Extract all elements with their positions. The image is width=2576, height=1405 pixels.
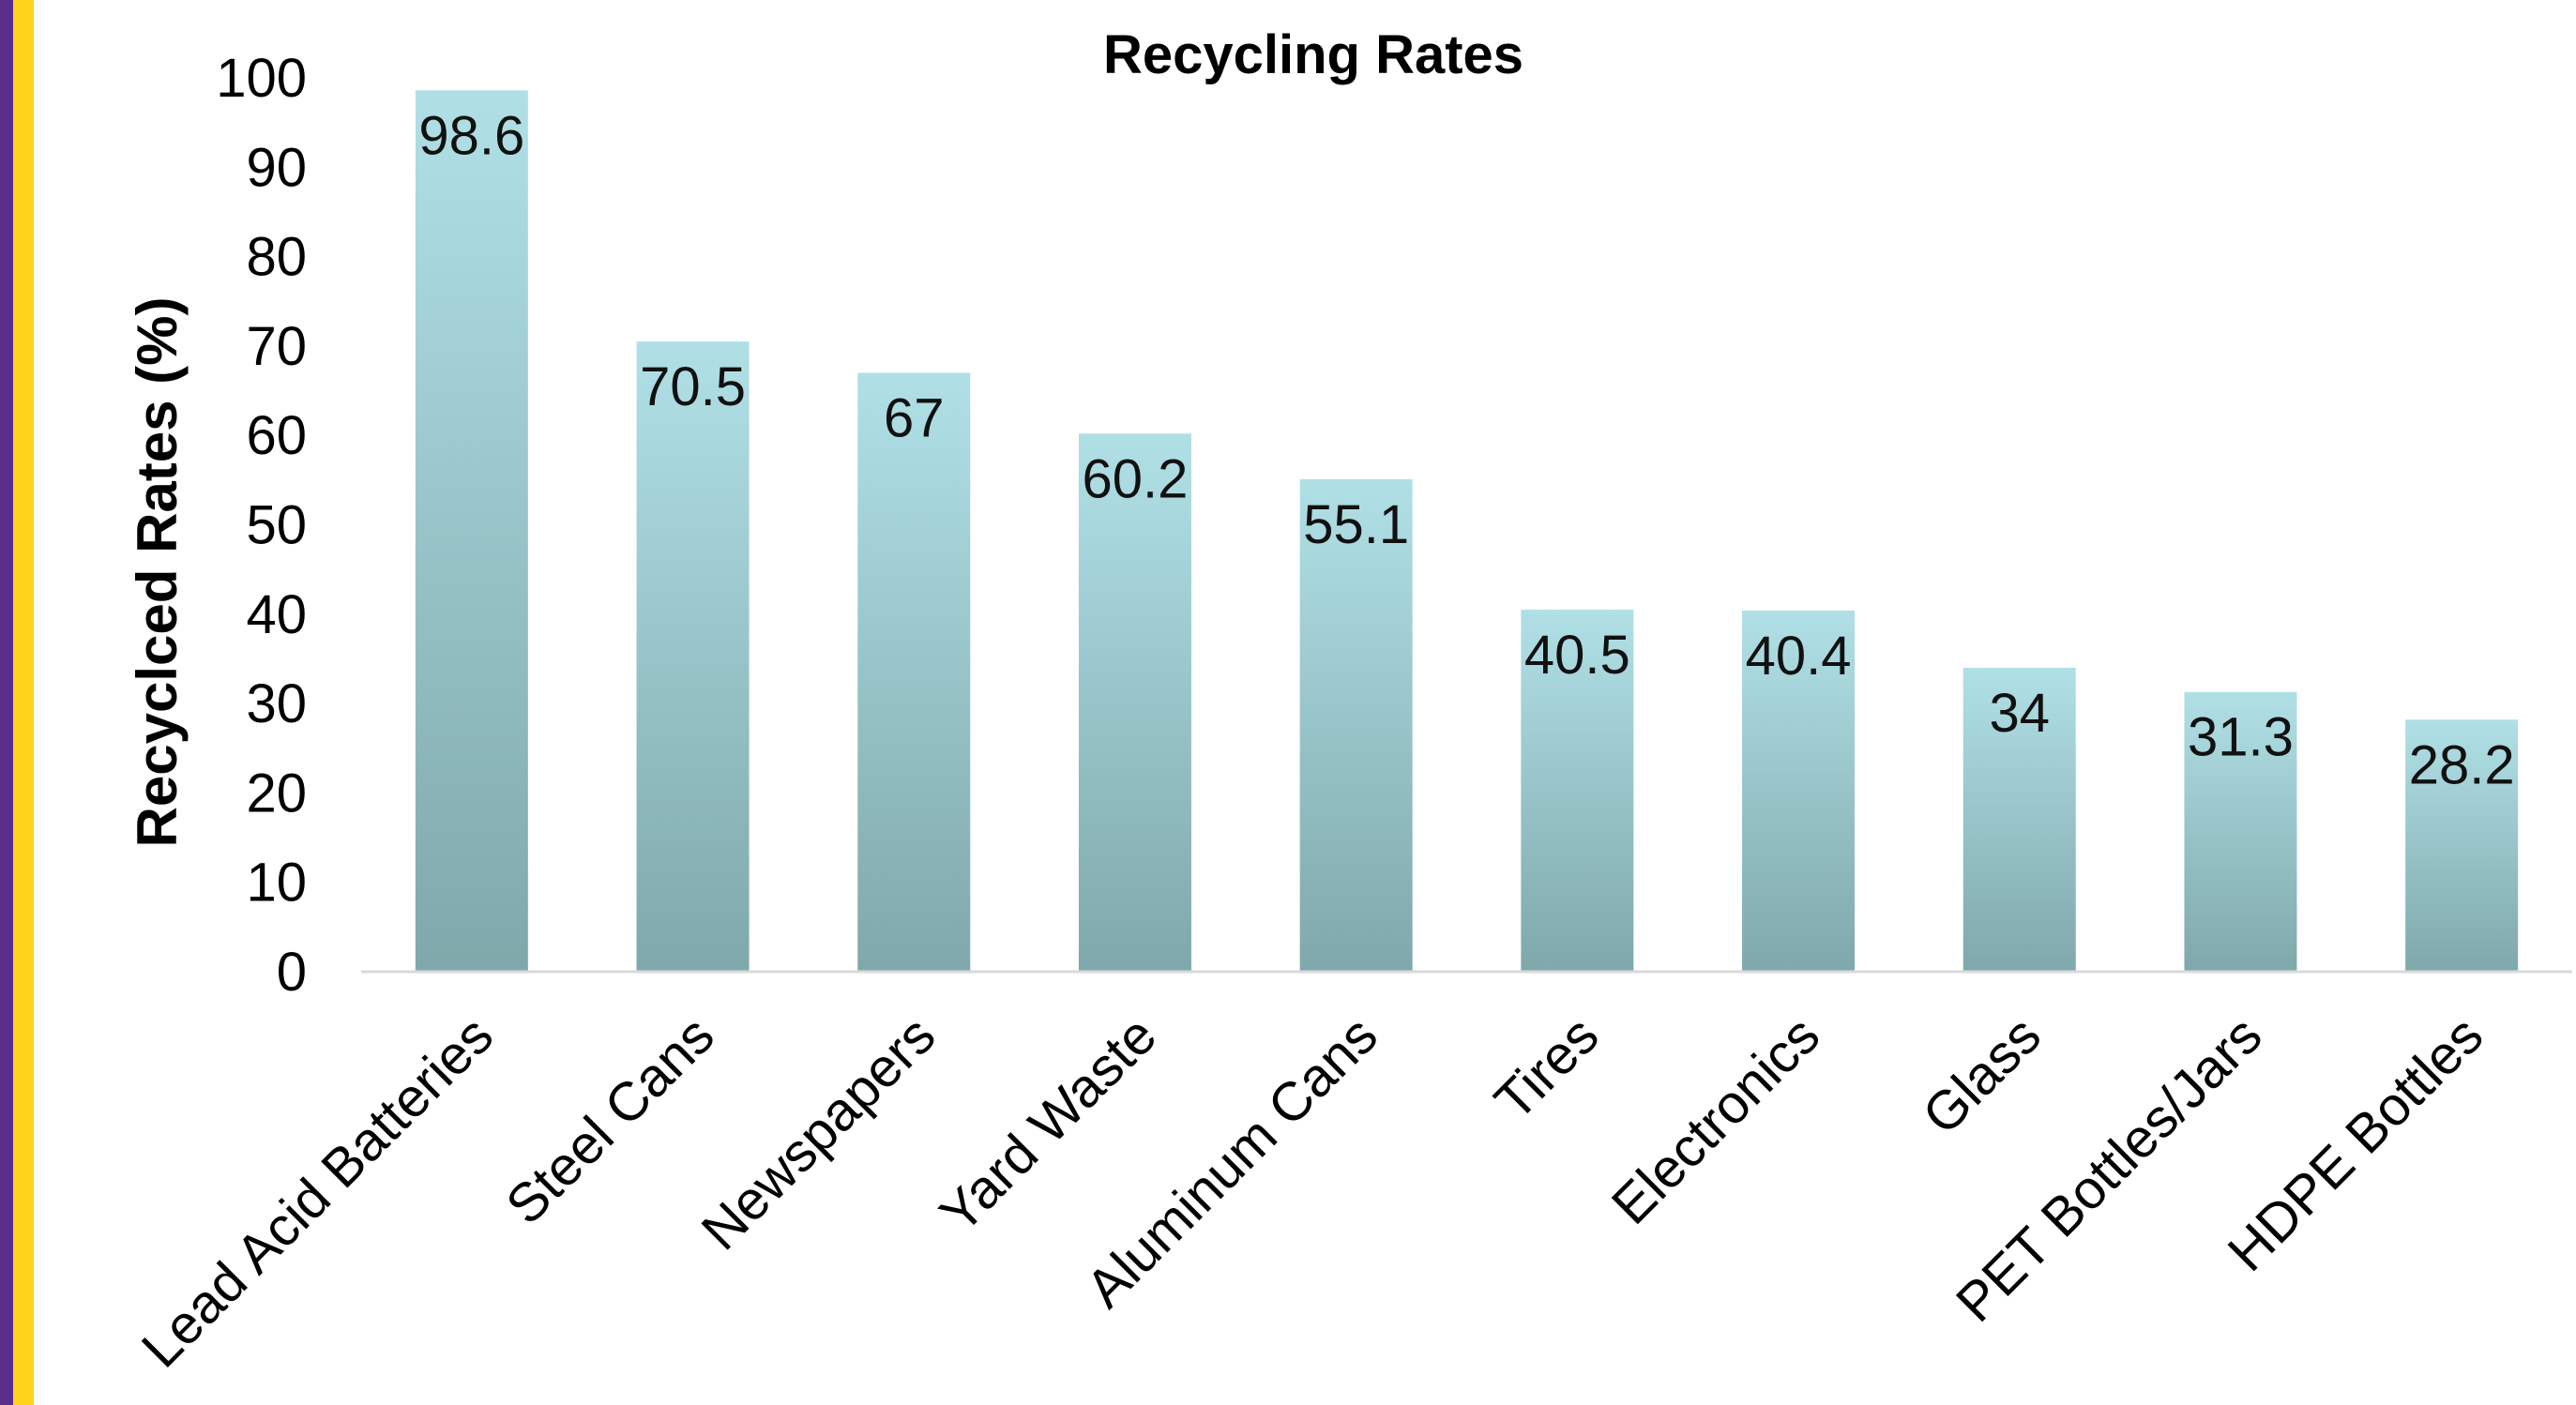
y-tick-label: 50 [246, 495, 307, 556]
y-tick-label: 20 [246, 763, 307, 823]
y-tick-label: 60 [246, 405, 307, 466]
y-tick-label: 100 [216, 48, 307, 109]
bar [1742, 610, 1856, 972]
y-tick-label: 80 [246, 227, 307, 288]
bar [1078, 433, 1191, 972]
bar [415, 90, 528, 973]
bar [2184, 691, 2297, 972]
bar [2405, 719, 2519, 972]
bar [857, 372, 971, 972]
data-label: 67 [884, 387, 945, 448]
data-label: 98.6 [418, 105, 524, 166]
data-label: 40.4 [1746, 626, 1852, 687]
data-label: 31.3 [2188, 707, 2294, 768]
bar [1521, 610, 1634, 972]
data-label: 70.5 [640, 356, 746, 417]
y-tick-label: 30 [246, 673, 307, 734]
value-labels: 98.6 70.5 67 60.2 55.1 40.5 40.4 34 31.3 28.2 [418, 105, 2514, 795]
y-tick-label: 40 [246, 584, 307, 645]
x-tick-label: Yard Waste [928, 1005, 1168, 1245]
data-label: 60.2 [1083, 448, 1189, 509]
data-label: 55.1 [1303, 494, 1409, 555]
left-stripe-gold [13, 0, 34, 1405]
y-axis-label: Recyclced Rates (%) [126, 297, 189, 848]
bar [1962, 667, 2076, 972]
y-tick-label: 90 [246, 137, 307, 198]
x-tick-label: Lead Acid Batteries [130, 1005, 505, 1379]
y-tick-label: 10 [246, 853, 307, 914]
data-label: 40.5 [1524, 625, 1630, 686]
chart-title: Recycling Rates [1103, 24, 1523, 85]
x-tick-label: Newspapers [690, 1005, 947, 1261]
bars [415, 90, 2519, 973]
x-tick-label: Steel Cans [494, 1005, 726, 1236]
x-tick-label: Electronics [1600, 1005, 1832, 1236]
bar [1299, 478, 1413, 973]
y-tick-label: 70 [246, 316, 307, 377]
data-label: 34 [1989, 683, 2050, 744]
x-tick-label: Glass [1911, 1005, 2053, 1146]
left-stripe-purple [0, 0, 13, 1405]
data-label: 28.2 [2409, 734, 2515, 795]
x-tick-label: Tires [1483, 1005, 1611, 1132]
y-tick-label: 0 [277, 942, 307, 1003]
y-axis-ticks: 0 10 20 30 40 50 60 70 80 90 100 [216, 48, 307, 1003]
bar [636, 341, 750, 972]
